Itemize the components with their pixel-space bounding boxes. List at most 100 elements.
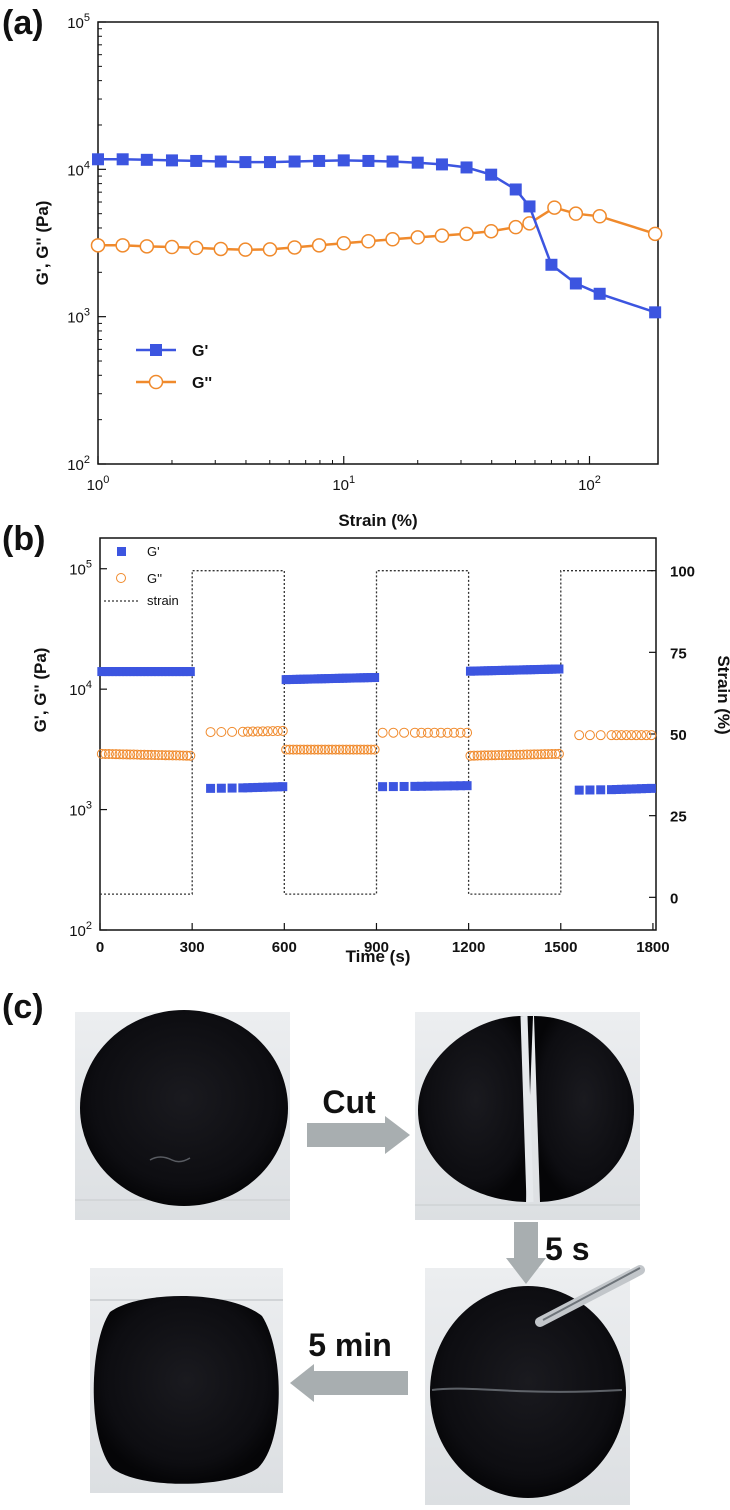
g-prime-point <box>165 154 178 167</box>
g-double-prime-point <box>103 749 114 760</box>
g-prime-point <box>185 667 195 677</box>
g-double-prime-point <box>262 242 278 257</box>
g-double-prime-point <box>323 744 334 755</box>
photo-healed-5min-gel <box>90 1268 283 1493</box>
series-strain-line <box>100 570 653 895</box>
g-double-prime-point <box>132 749 143 760</box>
g-prime-point <box>370 672 380 682</box>
g-double-prime-point <box>227 726 238 737</box>
g-prime-point <box>388 782 398 792</box>
g-double-prime-point <box>257 726 268 737</box>
panel-b-xtick-label: 0 <box>96 939 104 956</box>
g-prime-point <box>631 784 641 794</box>
g-double-prime-point <box>238 242 253 257</box>
g-prime-point <box>273 782 283 792</box>
panel-b-label: (b) <box>2 520 45 558</box>
g-prime-point <box>509 183 522 196</box>
g-double-prime-point <box>213 241 229 257</box>
label-5min: 5 min <box>308 1327 392 1363</box>
g-double-prime-point <box>205 727 216 738</box>
panel-a-legend: G' G'' <box>136 343 212 392</box>
panel-a-ytick-label: 104 <box>67 159 90 179</box>
g-prime-point <box>288 155 301 168</box>
g-double-prime-point <box>153 750 164 761</box>
g-double-prime-point <box>281 744 292 755</box>
g-prime-point <box>436 781 446 791</box>
g-double-prime-point <box>146 749 157 760</box>
panel-a-xtick-label: 102 <box>578 474 601 494</box>
g-prime-point <box>485 168 498 181</box>
g-prime-point <box>399 781 409 791</box>
g-double-prime-point <box>410 230 425 245</box>
g-double-prime-point <box>320 744 331 755</box>
legend-b-strain-label: strain <box>147 593 179 608</box>
g-double-prime-point <box>631 730 642 741</box>
g-double-prime-point <box>539 749 550 760</box>
g-prime-point <box>641 784 651 794</box>
g-double-prime-point <box>216 726 227 737</box>
g-double-prime-point <box>359 744 370 755</box>
panel-b-ticks: 0 300 600 900 1200 1500 1800 102 103 104 105 0 25 50 7… <box>69 559 695 956</box>
g-double-prime-point <box>522 749 533 760</box>
g-prime-point <box>593 287 606 300</box>
panel-a-xtick-label: 101 <box>332 474 355 494</box>
g-prime-point <box>411 156 424 169</box>
g-double-prime-point <box>100 748 111 759</box>
g-double-prime-point <box>595 730 606 741</box>
g-double-prime-point <box>469 750 480 761</box>
g-double-prime-point <box>525 749 536 760</box>
panel-b-strain-line <box>100 570 653 895</box>
g-prime-point <box>611 784 621 794</box>
legend-b-g-double-prime-label: G'' <box>147 571 162 586</box>
g-prime-point <box>239 156 252 169</box>
g-double-prime-point <box>309 744 320 755</box>
g-double-prime-point <box>362 744 373 755</box>
g-double-prime-point <box>344 744 355 755</box>
panel-a-ytick-label: 105 <box>67 12 90 32</box>
g-double-prime-point <box>237 726 248 737</box>
g-prime-point <box>258 782 268 792</box>
g-double-prime-point <box>149 749 160 760</box>
g-double-prime-point <box>185 750 196 761</box>
panel-a-ylabel: G', G'' (Pa) <box>33 201 52 286</box>
g-double-prime-point <box>646 730 657 741</box>
g-double-prime-point <box>543 749 554 760</box>
g-double-prime-point <box>459 226 474 242</box>
label-5s: 5 s <box>545 1231 589 1267</box>
g-double-prime-point <box>369 744 380 755</box>
photo-cut-gel <box>415 1012 640 1220</box>
g-double-prime-point <box>435 727 446 738</box>
g-double-prime-point <box>497 750 508 761</box>
g-prime-point <box>263 156 276 169</box>
g-prime-point <box>238 783 248 793</box>
g-double-prime-point <box>115 238 130 253</box>
g-prime-point <box>606 785 616 795</box>
g-double-prime-point <box>164 239 180 255</box>
g-prime-point <box>227 783 237 793</box>
g-double-prime-point <box>90 238 106 253</box>
g-double-prime-point <box>313 744 324 755</box>
panel-a-ytick-label: 102 <box>67 454 90 474</box>
g-prime-point <box>626 784 636 794</box>
g-prime-point <box>386 155 399 168</box>
label-cut: Cut <box>322 1084 376 1120</box>
g-double-prime-point <box>188 240 204 256</box>
g-double-prime-point <box>284 744 295 755</box>
panel-b-y2tick-label: 100 <box>670 564 695 581</box>
g-double-prime-point <box>252 726 263 737</box>
g-double-prime-point <box>449 727 460 738</box>
panel-a-label: (a) <box>2 4 44 42</box>
g-prime-point <box>585 785 595 795</box>
panel-b-ytick-label: 103 <box>69 800 92 820</box>
panel-b-y2tick-label: 50 <box>670 727 687 744</box>
g-prime-point <box>116 153 129 166</box>
g-double-prime-point <box>546 749 557 760</box>
g-prime-point <box>140 153 153 166</box>
panel-b-xlabel: Time (s) <box>346 947 411 966</box>
g-double-prime-point <box>327 744 338 755</box>
g-double-prime-point <box>592 209 607 224</box>
g-double-prime-point <box>164 750 175 761</box>
panel-b-legend: G' G'' strain <box>104 544 179 608</box>
g-double-prime-point <box>114 749 125 760</box>
g-double-prime-point <box>247 726 258 737</box>
